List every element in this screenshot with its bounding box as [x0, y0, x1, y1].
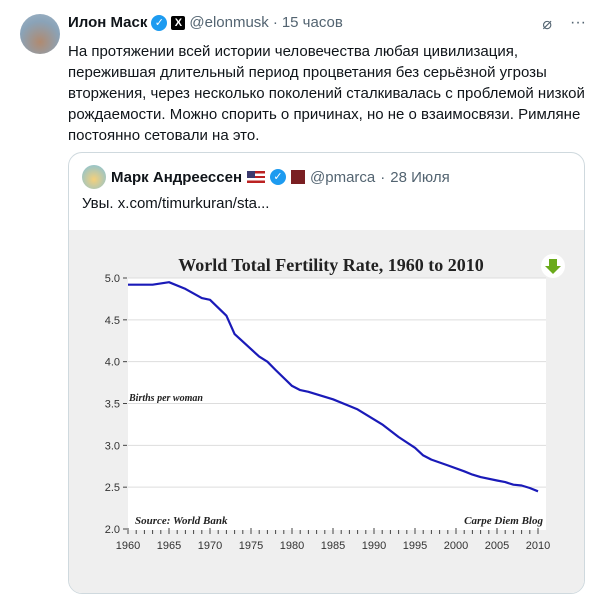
quote-author-name: Марк Андреессен — [111, 169, 242, 186]
verified-badge-icon: ✓ — [270, 169, 286, 185]
quote-date: 28 Июля — [390, 169, 449, 186]
grok-icon[interactable]: ⌀ — [542, 14, 552, 34]
author-handle[interactable]: @elonmusk — [189, 14, 268, 31]
tweet-header: Илон Маск ✓ X @elonmusk · 15 часов — [68, 14, 343, 31]
y-axis-label: Births per woman — [128, 393, 203, 404]
x-tick-label: 1985 — [321, 540, 345, 552]
x-affiliate-icon[interactable]: X — [171, 16, 185, 30]
separator: · — [273, 14, 278, 31]
credit-label: Carpe Diem Blog — [464, 515, 543, 527]
y-tick-label: 4.0 — [105, 357, 120, 369]
author-name[interactable]: Илон Маск — [68, 14, 147, 31]
quote-handle: @pmarca — [310, 169, 375, 186]
x-tick-label: 1970 — [198, 540, 222, 552]
x-tick-label: 1965 — [157, 540, 181, 552]
verified-badge-icon: ✓ — [151, 15, 167, 31]
source-label: Source: World Bank — [135, 515, 228, 527]
more-icon[interactable]: ··· — [570, 14, 586, 34]
separator: · — [380, 169, 385, 186]
fertility-chart: World Total Fertility Rate, 1960 to 2010… — [69, 230, 584, 593]
y-tick-label: 3.5 — [105, 399, 120, 411]
x-tick-label: 1960 — [116, 540, 140, 552]
y-tick-label: 3.0 — [105, 440, 120, 452]
quote-text: Увы. x.com/timurkuran/sta... — [82, 195, 269, 212]
x-tick-label: 1975 — [239, 540, 263, 552]
x-tick-label: 2005 — [485, 540, 509, 552]
y-tick-label: 2.0 — [105, 524, 120, 536]
x-tick-label: 1980 — [280, 540, 304, 552]
y-tick-label: 5.0 — [105, 273, 120, 285]
us-flag-icon — [247, 171, 265, 183]
x-tick-label: 1995 — [403, 540, 427, 552]
x-tick-label: 1990 — [362, 540, 386, 552]
tweet-text: На протяжении всей истории человечества … — [68, 41, 588, 146]
y-tick-label: 4.5 — [105, 315, 120, 327]
quoted-tweet[interactable]: Марк Андреессен ✓ @pmarca · 28 Июля Увы.… — [68, 152, 585, 594]
y-tick-label: 2.5 — [105, 482, 120, 494]
x-tick-label: 2010 — [526, 540, 550, 552]
author-avatar[interactable] — [20, 14, 60, 54]
quote-avatar — [82, 165, 106, 189]
chart-title: World Total Fertility Rate, 1960 to 2010 — [178, 255, 483, 275]
a16z-affiliate-icon — [291, 170, 305, 184]
tweet-time[interactable]: 15 часов — [282, 14, 343, 31]
chart-image[interactable]: World Total Fertility Rate, 1960 to 2010… — [69, 230, 584, 593]
x-tick-label: 2000 — [444, 540, 468, 552]
